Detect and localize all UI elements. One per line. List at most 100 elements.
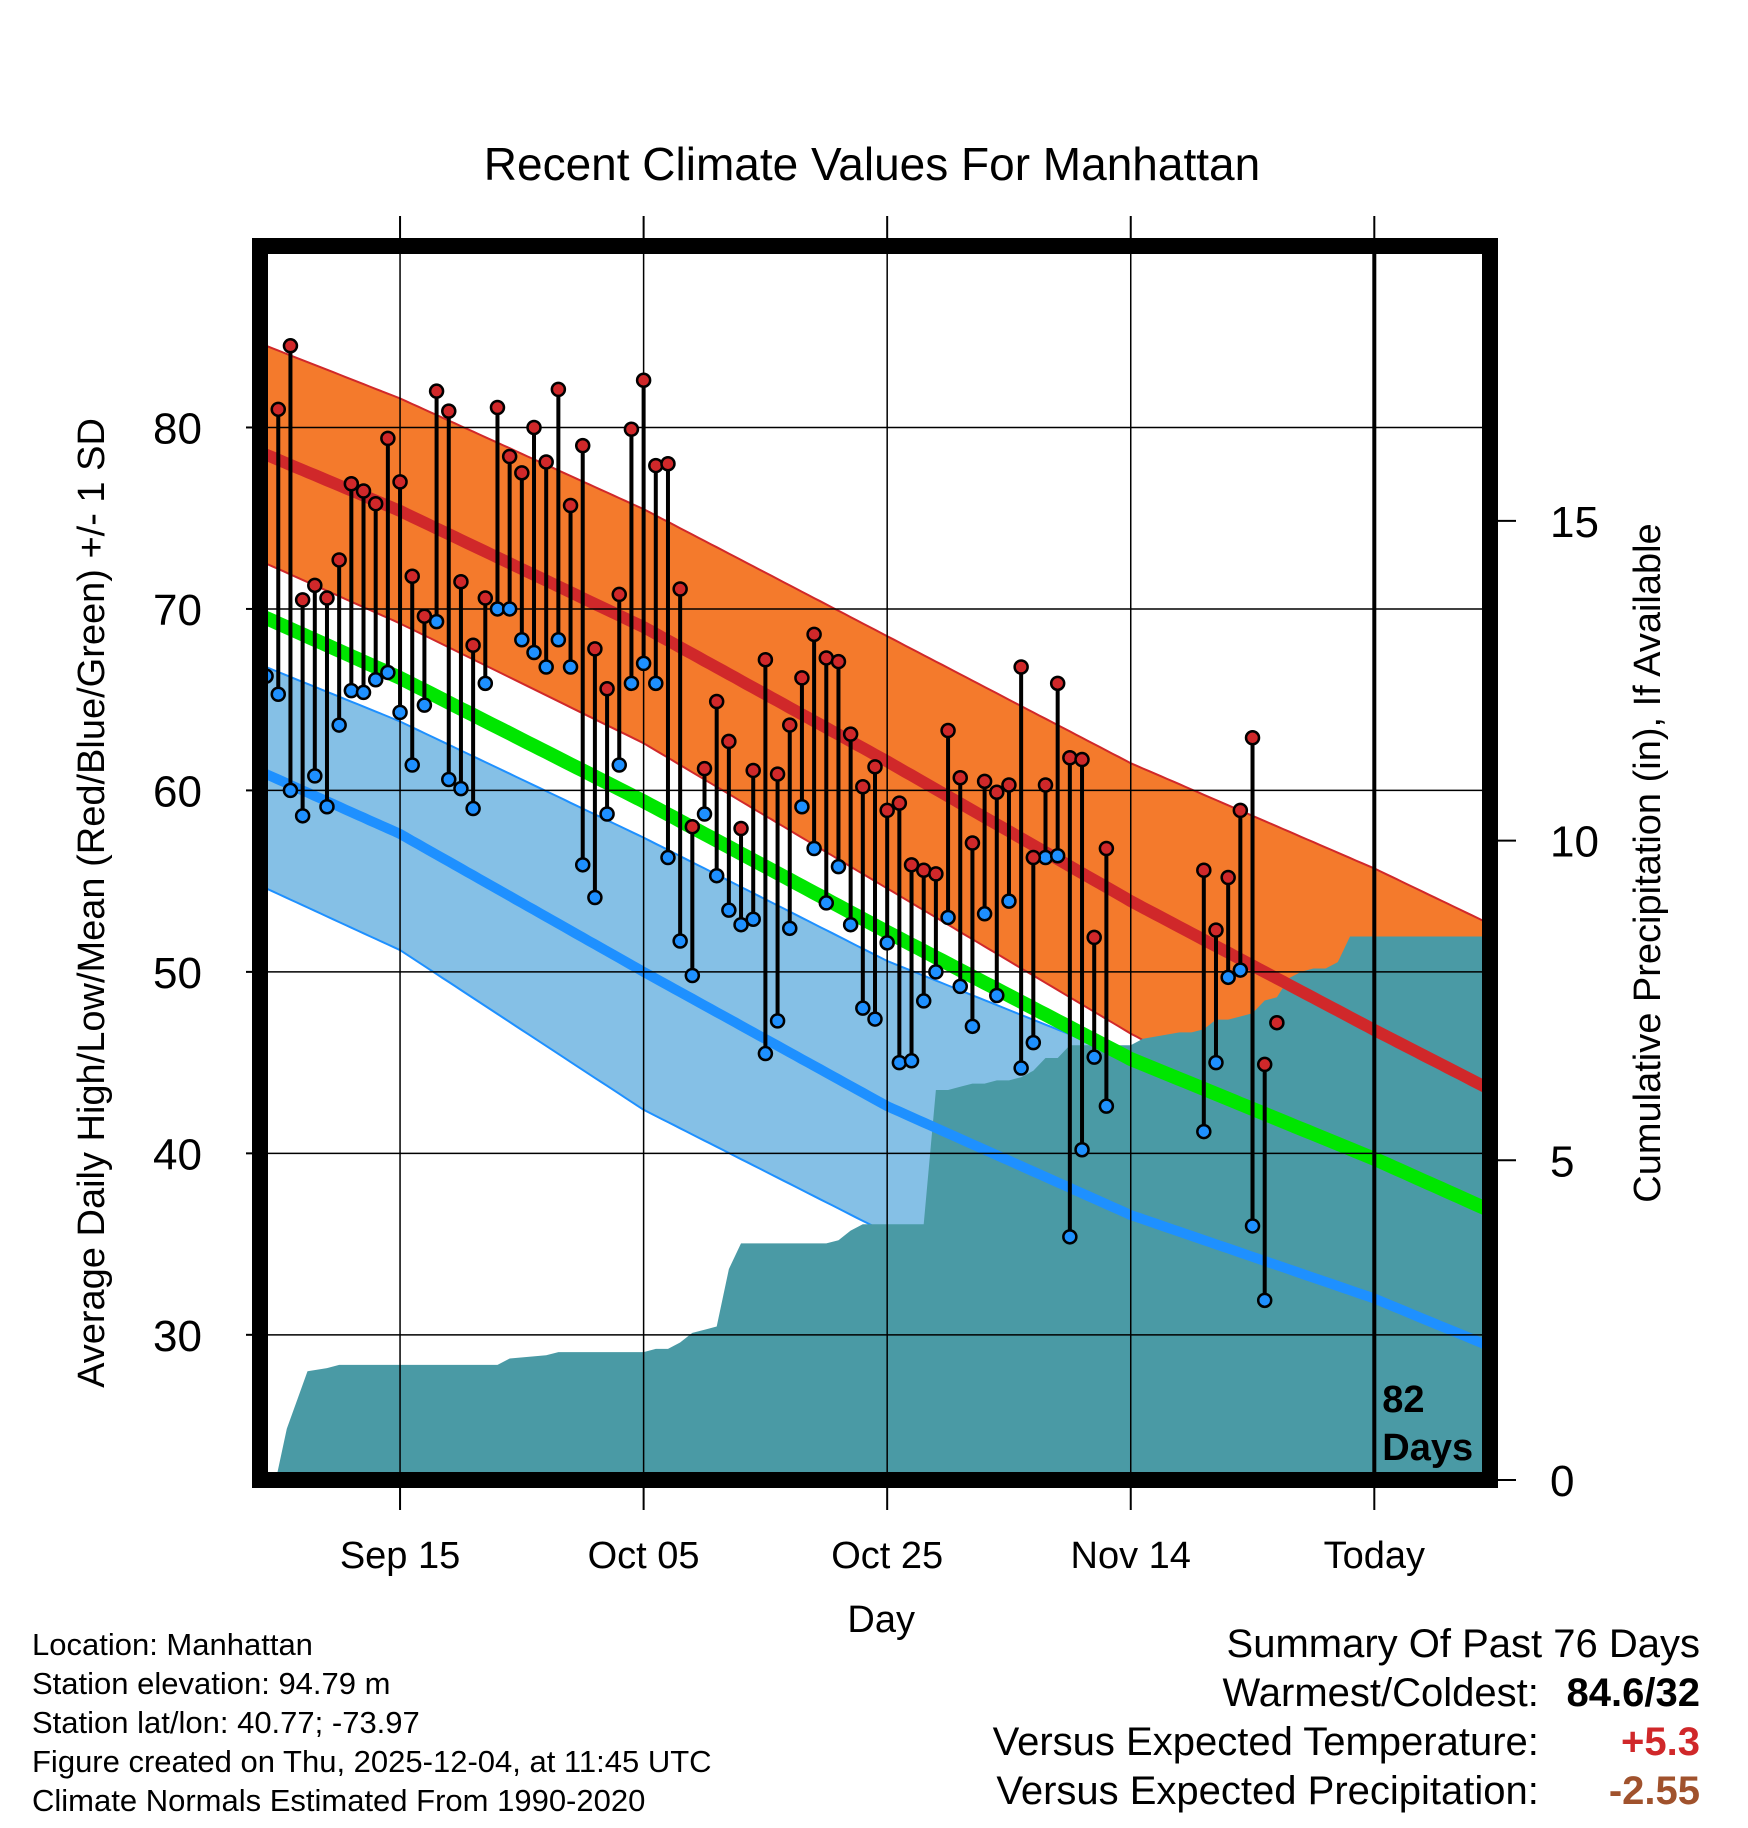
observed-low-point [307, 768, 323, 784]
observed-low-point [842, 916, 859, 933]
y2-axis-title: Cumulative Precipitation (in), If Availa… [1627, 523, 1669, 1202]
observed-low-point [940, 909, 956, 926]
observed-low-point [623, 675, 640, 692]
observed-high-point [1049, 675, 1066, 692]
plot-area: 82 Days 30 40 50 60 70 80 0 5 10 15 Sep 15 Oct 05 Oct … [71, 0, 1669, 1641]
today-days-label: Days [1382, 1427, 1473, 1469]
observed-low-point [1343, 0, 1356, 7]
warmest-coldest-value: 84.6/32 [1566, 1671, 1700, 1715]
observed-high-point [1196, 862, 1212, 879]
observed-high-point [830, 653, 847, 670]
observed-low-point [380, 664, 396, 681]
observed-low-point [1220, 969, 1236, 986]
observed-high-point [294, 592, 311, 608]
observed-high-point [989, 784, 1005, 800]
observed-low-point [648, 675, 664, 692]
plot-layer [260, 0, 1490, 1480]
observed-low-point [319, 798, 335, 815]
observed-low-point [367, 671, 384, 688]
normal-high-line [260, 448, 1490, 1093]
y-tick-label: 30 [153, 1312, 202, 1361]
observed-low-point [721, 902, 737, 918]
observed-low-point [526, 644, 542, 661]
x-tick-label: Sep 15 [340, 1535, 460, 1577]
observed-high-point [684, 818, 701, 835]
observed-low-point [1244, 1218, 1261, 1234]
observed-high-point [1244, 730, 1261, 746]
observed-low-point [538, 659, 554, 675]
y-tick-label: 70 [153, 586, 202, 635]
observed-high-point [307, 577, 323, 594]
observed-low-point [428, 613, 445, 630]
observed-high-point [453, 573, 469, 590]
x-tick-label: Today [1324, 1535, 1425, 1577]
observed-low-point [696, 806, 713, 822]
observed-low-point [562, 659, 579, 675]
elevation-text: Station elevation: 94.79 m [32, 1666, 391, 1701]
observed-high-point [599, 681, 615, 697]
y-tick-label: 80 [153, 404, 202, 453]
observed-high-point [660, 456, 676, 472]
observed-high-point [611, 586, 628, 603]
observed-low-point [453, 780, 469, 797]
observed-low-point [1098, 1098, 1115, 1114]
observed-low-point [879, 935, 895, 951]
x-tick-label: Nov 14 [1071, 1535, 1191, 1577]
observed-high-point [343, 475, 360, 492]
observed-high-point [964, 835, 981, 851]
observed-low-point [684, 967, 701, 984]
observed-high-point [1269, 1014, 1285, 1031]
observed-low-point [1196, 1123, 1212, 1140]
y-axis-title: Average Daily High/Low/Mean (Red/Blue/Gr… [71, 418, 113, 1388]
observed-low-point [392, 704, 408, 721]
y-tick-label: 60 [153, 767, 202, 816]
observed-high-point [489, 399, 506, 416]
observed-low-point [599, 806, 615, 822]
observed-high-point [672, 581, 688, 597]
plot-frame [252, 238, 1498, 1488]
y-tick-label: 50 [153, 949, 202, 998]
observed-high-point [1098, 840, 1115, 857]
observed-high-point [794, 670, 810, 686]
observed-low-point [355, 684, 372, 701]
observed-low-point [757, 1045, 774, 1062]
warmest-coldest-label: Warmest/Coldest: [1222, 1671, 1539, 1715]
temperature-departure-value: +5.3 [1621, 1720, 1700, 1764]
observed-low-point [465, 800, 481, 817]
observed-high-point [282, 338, 299, 354]
observed-low-point [672, 933, 688, 949]
observed-high-point [501, 448, 518, 465]
observed-high-point [1356, 0, 1369, 7]
observed-high-point [367, 495, 384, 512]
y2-tick-label: 5 [1550, 1137, 1574, 1186]
observed-low-point [416, 697, 433, 713]
observed-high-point [1001, 777, 1017, 793]
y-tick-label: 40 [153, 1130, 202, 1179]
observed-low-point [1356, 0, 1369, 7]
x-tick-label: Oct 25 [831, 1535, 943, 1577]
observed-high-point [380, 430, 396, 447]
observed-high-point [428, 383, 445, 399]
observed-high-point [1232, 802, 1249, 819]
observed-high-point [648, 457, 664, 474]
observed-high-point [416, 608, 433, 624]
today-days-count: 82 [1382, 1379, 1424, 1421]
observed-high-point [587, 641, 603, 657]
observed-low-point [1062, 1229, 1078, 1245]
observed-high-point [940, 722, 956, 739]
observed-high-point [696, 760, 713, 777]
observed-low-point [660, 849, 676, 866]
chart-title: Recent Climate Values For Manhattan [484, 138, 1260, 190]
observed-high-point [441, 403, 457, 419]
observed-high-point [1037, 777, 1054, 793]
precipitation-departure-label: Versus Expected Precipitation: [996, 1769, 1539, 1813]
station-info: Location: Manhattan Station elevation: 9… [32, 1625, 712, 1820]
observed-high-point [526, 419, 542, 436]
observed-high-point [952, 769, 968, 786]
precipitation-departure-row: Versus Expected Precipitation: -2.55 [993, 1767, 1700, 1816]
observed-high-point [976, 773, 993, 790]
observed-low-point [574, 857, 591, 873]
observed-high-point [392, 474, 408, 490]
observed-low-point [611, 757, 628, 773]
